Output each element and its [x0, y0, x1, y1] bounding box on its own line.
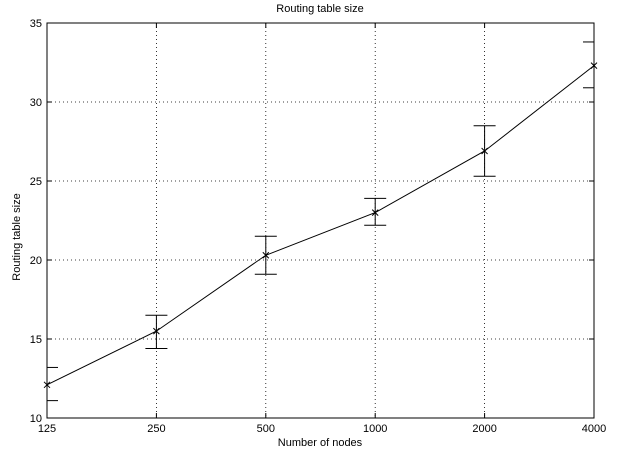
y-tick-label: 15: [30, 334, 42, 346]
marker-stroke: [262, 251, 270, 259]
y-tick-label: 35: [30, 18, 42, 30]
y-tick-label: 20: [30, 255, 42, 267]
axis-ticks: 125 250 500 1000 2000 4000 10 15 20 25 30 35: [30, 18, 606, 435]
marker-stroke: [481, 147, 488, 155]
x-tick-label: 250: [147, 423, 165, 435]
data-point-marker: [153, 327, 160, 335]
series-line: [46, 65, 595, 386]
x-tick-label: 125: [38, 423, 56, 435]
y-tick-label: 25: [30, 176, 42, 188]
plot-area-frame: [46, 22, 595, 419]
x-tick-label: 1000: [363, 423, 387, 435]
chart-title: Routing table size: [276, 3, 363, 15]
grid-lines: [47, 23, 594, 418]
marker-stroke: [371, 209, 379, 216]
y-tick-label: 10: [30, 413, 42, 425]
x-tick-label: 500: [257, 423, 275, 435]
y-tick-label: 30: [30, 97, 42, 109]
data-point-marker: [371, 209, 379, 216]
series-layer: [43, 62, 598, 389]
data-point-marker: [262, 251, 270, 259]
x-tick-label: 2000: [472, 423, 496, 435]
y-axis-label: Routing table size: [11, 193, 23, 280]
x-tick-label: 4000: [582, 423, 606, 435]
data-point-marker: [481, 147, 488, 155]
marker-stroke: [153, 327, 160, 335]
error-bars: [46, 41, 595, 402]
x-axis-label: Number of nodes: [278, 437, 363, 449]
